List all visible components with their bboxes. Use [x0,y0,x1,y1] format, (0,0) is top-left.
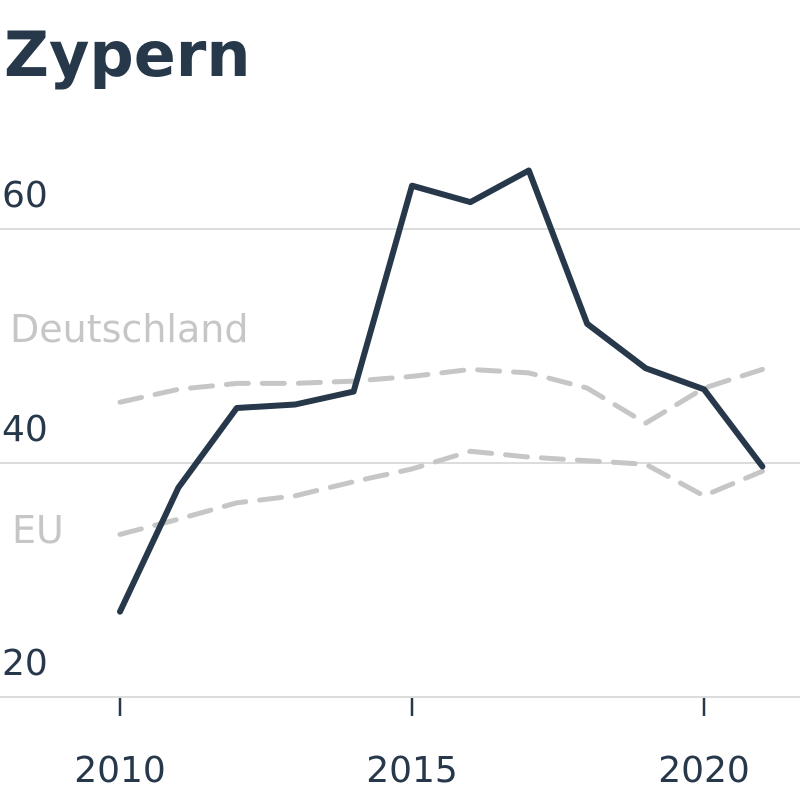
x-tick-label-2020: 2020 [658,750,750,791]
y-tick-label-20: 20 [2,643,48,684]
grid-layer [0,228,800,698]
series-layer [117,167,766,615]
y-tick-label-40: 40 [2,409,48,450]
series-line-deutschland [117,366,765,426]
series-line-zypern [117,167,766,615]
y-tick-labels: 20 40 60 [2,175,48,684]
x-tick-label-2010: 2010 [74,750,166,791]
y-tick-label-60: 60 [2,175,48,216]
x-axis-ticks: 2010 2015 2020 [74,698,750,791]
chart-title: Zypern [4,18,251,91]
x-tick-label-2015: 2015 [366,750,458,791]
series-label-eu: EU [12,508,64,552]
series-label-deutschland: Deutschland [10,307,248,351]
series-labels: Deutschland EU [10,307,248,552]
series-line-eu [117,448,765,537]
